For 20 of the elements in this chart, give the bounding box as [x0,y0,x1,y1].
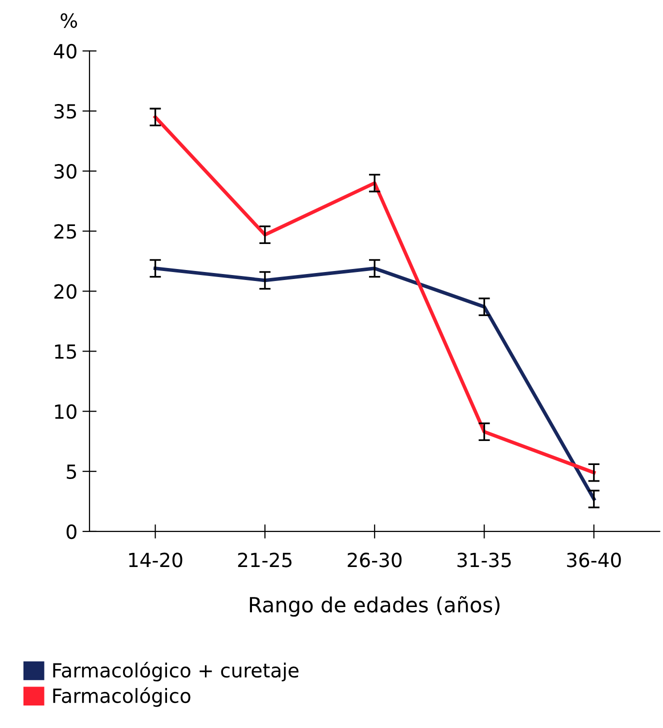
y-tick-label: 5 [66,464,76,480]
x-tick-label: 26-30 [348,552,402,568]
legend-label: Farmacológico + curetaje [53,662,298,682]
y-tick-label: 15 [55,344,76,359]
y-tick-label: 0 [66,524,76,540]
y-tick-label: 35 [54,104,76,119]
line-series [154,115,596,474]
x-tick-label: 21-25 [238,552,292,568]
y-tick-label: 30 [54,164,76,179]
y-tick-label: 10 [55,404,76,419]
x-axis-title: Rango de edades (años) [250,596,500,617]
x-tick-label: 31-35 [457,552,511,568]
legend-label: Farmacológico [53,687,190,707]
y-tick-label: 40 [54,44,76,59]
y-tick-label: 20 [54,284,76,299]
x-tick-label: 36-40 [567,552,621,568]
y-axis-title: % [60,13,78,28]
y-tick-label: 25 [54,224,76,239]
x-tick-label: 14-20 [129,552,182,568]
line-series [154,266,596,501]
